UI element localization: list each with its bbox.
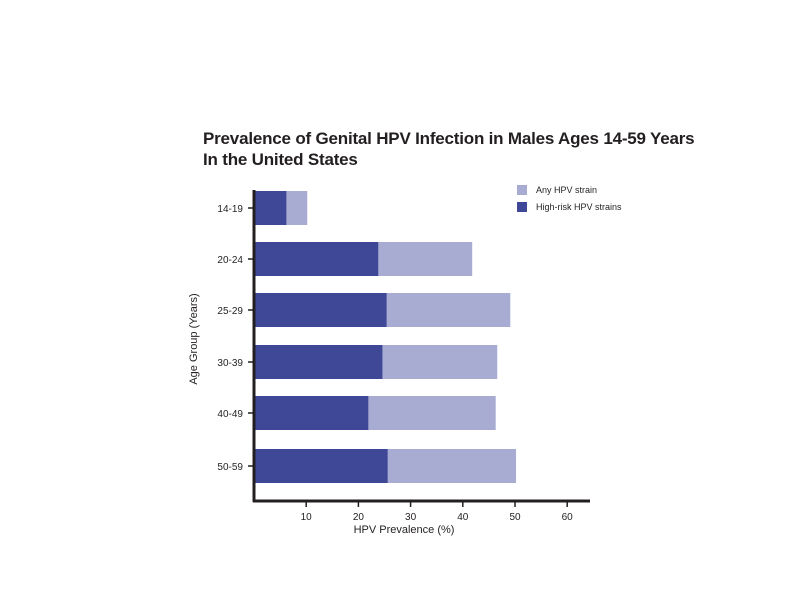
bar-high-risk-40-49 bbox=[254, 396, 369, 430]
bars-group bbox=[254, 191, 517, 483]
legend-label-high-risk: High-risk HPV strains bbox=[536, 202, 622, 212]
x-axis-label: HPV Prevalence (%) bbox=[354, 524, 455, 536]
bar-high-risk-14-19 bbox=[254, 191, 287, 225]
y-axis-label: Age Group (Years) bbox=[188, 293, 200, 384]
x-tick-label-40: 40 bbox=[457, 512, 469, 523]
chart-title-line-1: Prevalence of Genital HPV Infection in M… bbox=[203, 129, 695, 148]
legend-swatch-any bbox=[517, 185, 527, 195]
bar-high-risk-25-29 bbox=[254, 293, 387, 327]
x-tick-label-30: 30 bbox=[405, 512, 417, 523]
legend: Any HPV strain High-risk HPV strains bbox=[517, 185, 622, 212]
axes-group: 10 20 30 40 50 60 14-19 20-24 25-29 30-39 40-49 50-… bbox=[217, 190, 590, 523]
legend-swatch-high-risk bbox=[517, 202, 527, 212]
y-tick-label-20-24: 20-24 bbox=[217, 255, 243, 266]
y-tick-label-14-19: 14-19 bbox=[217, 204, 243, 215]
y-tick-label-30-39: 30-39 bbox=[217, 358, 243, 369]
chart-title-line-2: In the United States bbox=[203, 150, 358, 169]
x-tick-label-20: 20 bbox=[353, 512, 365, 523]
legend-label-any: Any HPV strain bbox=[536, 185, 597, 195]
y-tick-label-40-49: 40-49 bbox=[217, 409, 243, 420]
bar-high-risk-30-39 bbox=[254, 345, 383, 379]
y-tick-label-25-29: 25-29 bbox=[217, 306, 243, 317]
bar-high-risk-20-24 bbox=[254, 242, 379, 276]
x-tick-label-10: 10 bbox=[301, 512, 313, 523]
bar-high-risk-50-59 bbox=[254, 449, 388, 483]
x-tick-label-60: 60 bbox=[562, 512, 574, 523]
y-tick-label-50-59: 50-59 bbox=[217, 462, 243, 473]
x-tick-label-50: 50 bbox=[509, 512, 521, 523]
chart-title: Prevalence of Genital HPV Infection in M… bbox=[203, 128, 695, 170]
